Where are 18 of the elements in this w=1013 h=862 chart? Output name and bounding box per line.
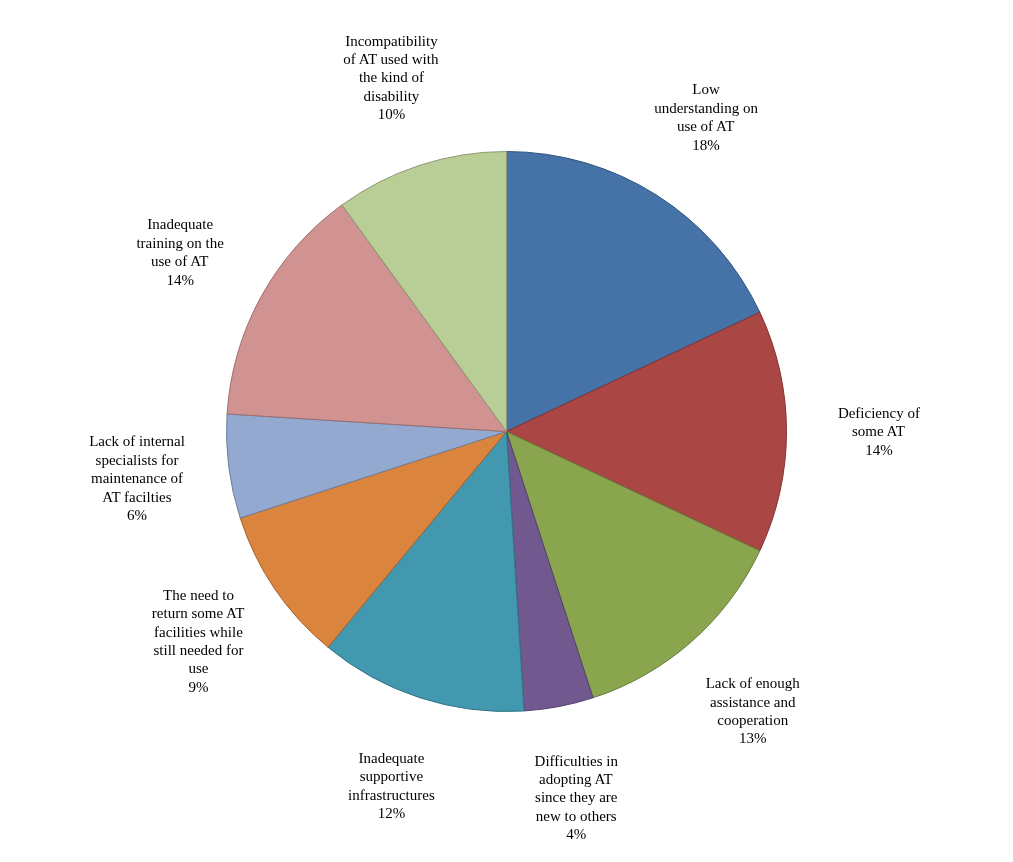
data-label: 14% <box>865 441 893 458</box>
slice-label: Inadequate training on the use of AT <box>136 216 225 270</box>
data-label: 14% <box>166 271 194 288</box>
data-label: 4% <box>566 826 587 843</box>
slice-label: Deficiency of some AT <box>837 405 920 440</box>
slice-label: Inadequate supportive infrastructures <box>348 750 435 803</box>
data-label: 13% <box>739 730 767 747</box>
slice-label: Lack of enough assistance and cooperation <box>705 675 801 729</box>
slice-label: Difficulties in adopting AT since they are new to others <box>534 752 619 824</box>
slice-label: Incompatibility of AT used with the kind of disability <box>343 32 439 104</box>
data-label: 9% <box>188 678 209 695</box>
slice-label: The need to return some AT facilities while still needed for use <box>151 586 245 677</box>
data-label: 10% <box>377 106 406 123</box>
data-label: 12% <box>377 805 406 822</box>
data-label: 18% <box>692 136 720 153</box>
data-label: 6% <box>127 506 148 523</box>
slice-label: Lack of internal specialists for maintenance of AT facilties <box>89 433 185 505</box>
slice-label: Low understanding on use of AT <box>654 81 759 135</box>
